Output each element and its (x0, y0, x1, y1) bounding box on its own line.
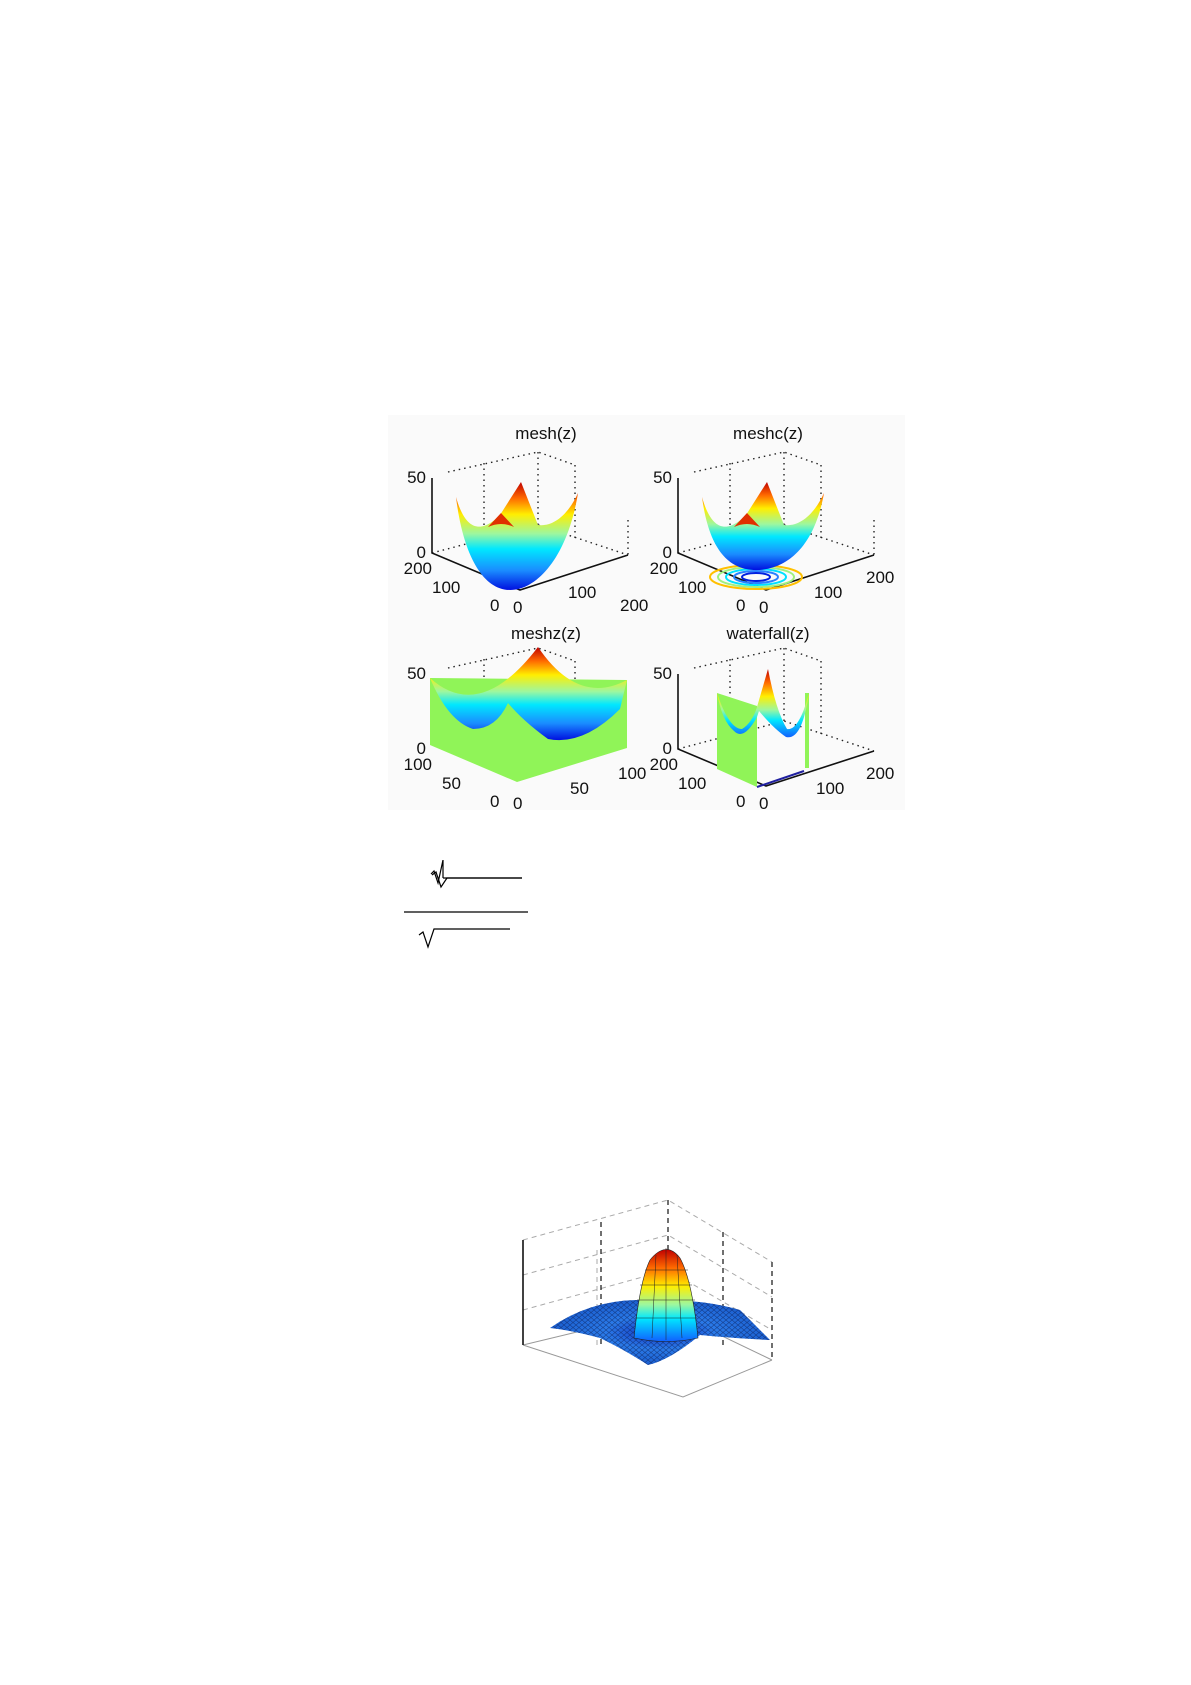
x-tick: 100 (816, 779, 844, 798)
panel-title: meshz(z) (511, 624, 581, 643)
x-tick: 100 (814, 583, 842, 602)
z-axis (677, 674, 875, 787)
x-tick: 200 (866, 568, 894, 587)
y-tick: 50 (442, 774, 461, 793)
z-tick: 50 (653, 664, 672, 683)
y-tick: 200 (650, 559, 678, 578)
surface (702, 482, 824, 570)
sombrero-surface-figure (500, 1190, 900, 1420)
surface (456, 482, 578, 590)
x-tick: 200 (866, 764, 894, 783)
y-tick: 100 (678, 578, 706, 597)
x-tick: 0 (513, 794, 522, 810)
mesh-functions-figure: mesh(z) 50 0 200 100 0 0 100 200 meshc(z… (388, 415, 905, 813)
z-tick: 0 (663, 739, 672, 758)
x-tick: 200 (620, 596, 648, 615)
z-axis (431, 478, 629, 591)
z-tick: 50 (407, 468, 426, 487)
panel-meshc: meshc(z) 50 0 200 100 0 0 100 200 (650, 424, 895, 617)
y-tick: 100 (432, 578, 460, 597)
x-tick: 0 (513, 598, 522, 617)
x-tick: 0 (759, 598, 768, 617)
panel-meshz: meshz(z) 50 0 100 50 0 0 50 100 (404, 624, 647, 813)
y-tick: 0 (490, 596, 499, 615)
panel-title: meshc(z) (733, 424, 803, 443)
y-tick: 0 (736, 792, 745, 810)
z-tick: 0 (663, 543, 672, 562)
panel-mesh: mesh(z) 50 0 200 100 0 0 100 200 (404, 424, 649, 617)
z-tick: 0 (417, 739, 426, 758)
y-tick: 0 (736, 596, 745, 615)
y-tick: 100 (678, 774, 706, 793)
y-tick: 200 (404, 559, 432, 578)
z-tick: 50 (407, 664, 426, 683)
x-tick: 100 (618, 764, 646, 783)
y-tick: 0 (490, 792, 499, 810)
z-tick: 0 (417, 543, 426, 562)
panel-title: mesh(z) (515, 424, 576, 443)
x-tick: 0 (759, 794, 768, 810)
sqrt-fraction-formula (395, 859, 545, 960)
panel-waterfall: waterfall(z) 50 0 200 100 0 0 100 200 (650, 624, 895, 813)
y-tick: 100 (404, 755, 432, 774)
y-tick: 200 (650, 755, 678, 774)
surface (717, 669, 809, 738)
surface (430, 647, 627, 741)
x-tick: 100 (568, 583, 596, 602)
sombrero-surface (550, 1248, 770, 1365)
z-tick: 50 (653, 468, 672, 487)
x-tick: 50 (570, 779, 589, 798)
panel-title: waterfall(z) (725, 624, 809, 643)
